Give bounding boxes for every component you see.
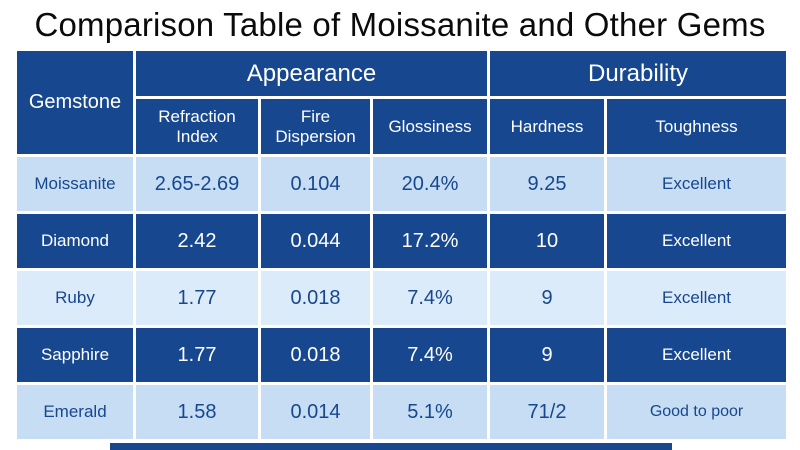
hardness-value: 9.25 bbox=[487, 154, 608, 214]
glossiness-value: 17.2% bbox=[369, 211, 491, 271]
refraction-index-value: 2.42 bbox=[133, 211, 261, 271]
table-group-header-row: Gemstone Appearance Durability bbox=[14, 48, 790, 157]
comparison-table: Gemstone Appearance Durability Refractio… bbox=[14, 48, 790, 442]
table-row-diamond: Diamond 2.42 0.044 17.2% 10 Excellent bbox=[14, 211, 790, 271]
table-row-ruby: Ruby 1.77 0.018 7.4% 9 Excellent bbox=[14, 268, 790, 328]
toughness-value: Good to poor bbox=[604, 382, 790, 442]
refraction-index-value: 1.77 bbox=[133, 268, 261, 328]
table-row-moissanite: Moissanite 2.65-2.69 0.104 20.4% 9.25 Ex… bbox=[14, 154, 790, 214]
glossiness-value: 7.4% bbox=[369, 325, 491, 385]
toughness-value: Excellent bbox=[604, 325, 790, 385]
table-column-header-row: Refraction Index Fire Dispersion Glossin… bbox=[16, 96, 790, 157]
gemstone-name: Emerald bbox=[14, 382, 136, 442]
fire-dispersion-value: 0.044 bbox=[258, 211, 373, 271]
durability-group-header: Durability bbox=[487, 48, 790, 99]
glossiness-column-header: Glossiness bbox=[369, 96, 491, 157]
gemstone-name: Moissanite bbox=[14, 154, 136, 214]
refraction-index-value: 1.77 bbox=[133, 325, 261, 385]
toughness-value: Excellent bbox=[604, 211, 790, 271]
table-row-sapphire: Sapphire 1.77 0.018 7.4% 9 Excellent bbox=[14, 325, 790, 385]
glossiness-value: 7.4% bbox=[369, 268, 491, 328]
glossiness-value: 20.4% bbox=[369, 154, 491, 214]
table-row-emerald: Emerald 1.58 0.014 5.1% 71/2 Good to poo… bbox=[14, 382, 790, 442]
partial-next-row bbox=[110, 443, 672, 450]
refraction-index-value: 2.65-2.69 bbox=[133, 154, 261, 214]
hardness-column-header: Hardness bbox=[487, 96, 608, 157]
gemstone-name: Sapphire bbox=[14, 325, 136, 385]
fire-dispersion-value: 0.014 bbox=[258, 382, 373, 442]
toughness-value: Excellent bbox=[604, 268, 790, 328]
gemstone-name: Ruby bbox=[14, 268, 136, 328]
refraction-index-column-header: Refraction Index bbox=[133, 96, 261, 157]
page-title: Comparison Table of Moissanite and Other… bbox=[34, 6, 766, 43]
appearance-group-header: Appearance bbox=[132, 48, 491, 99]
hardness-value: 9 bbox=[487, 268, 608, 328]
fire-dispersion-column-header: Fire Dispersion bbox=[258, 96, 373, 157]
refraction-index-value: 1.58 bbox=[133, 382, 261, 442]
gemstone-column-header: Gemstone bbox=[14, 48, 136, 157]
hardness-value: 9 bbox=[487, 325, 608, 385]
toughness-value: Excellent bbox=[604, 154, 790, 214]
fire-dispersion-value: 0.018 bbox=[258, 325, 373, 385]
hardness-value: 71/2 bbox=[487, 382, 608, 442]
fire-dispersion-value: 0.018 bbox=[258, 268, 373, 328]
fire-dispersion-value: 0.104 bbox=[258, 154, 373, 214]
glossiness-value: 5.1% bbox=[369, 382, 491, 442]
gemstone-name: Diamond bbox=[14, 211, 136, 271]
hardness-value: 10 bbox=[487, 211, 608, 271]
toughness-column-header: Toughness bbox=[604, 96, 790, 157]
